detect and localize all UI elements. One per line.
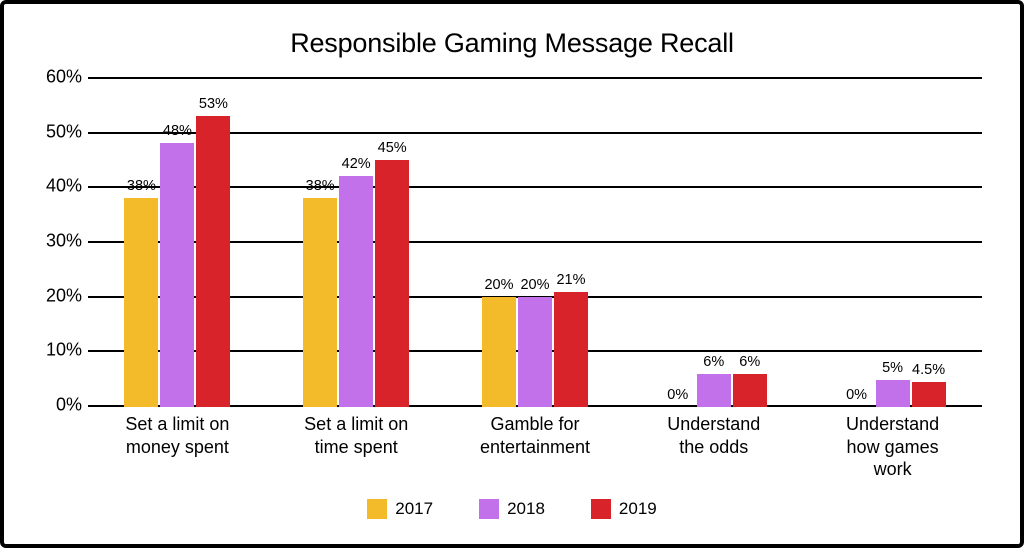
y-tick-label: 40% (34, 176, 82, 197)
bar-group: 0%6%6% (624, 77, 803, 407)
bar: 53% (196, 116, 230, 408)
bar-value-label: 53% (199, 96, 228, 112)
bar: 48% (160, 143, 194, 407)
bar: 5% (876, 380, 910, 408)
bar-value-label: 42% (342, 156, 371, 172)
bar: 38% (303, 198, 337, 407)
bar-value-label: 6% (703, 354, 724, 370)
bar-group: 38%48%53% (88, 77, 267, 407)
bars: 20%20%21% (446, 77, 625, 407)
legend-label: 2018 (507, 499, 545, 519)
bar-value-label: 48% (163, 123, 192, 139)
legend-swatch (367, 499, 387, 519)
bar-value-label: 45% (378, 140, 407, 156)
bars: 0%5%4.5% (803, 77, 982, 407)
bar-value-label: 38% (306, 178, 335, 194)
y-tick-label: 20% (34, 285, 82, 306)
legend-item: 2017 (367, 499, 433, 519)
bars: 38%48%53% (88, 77, 267, 407)
bar-group: 38%42%45% (267, 77, 446, 407)
bar: 20% (482, 297, 516, 407)
bar-group: 0%5%4.5% (803, 77, 982, 407)
category-label: Set a limit ontime spent (267, 413, 446, 481)
legend-label: 2017 (395, 499, 433, 519)
chart-plot-area: 0%10%20%30%40%50%60% 38%48%53%38%42%45%2… (88, 77, 982, 407)
chart-title: Responsible Gaming Message Recall (34, 28, 990, 59)
bar: 6% (733, 374, 767, 407)
bar-value-label: 4.5% (912, 362, 945, 378)
bar-group: 20%20%21% (446, 77, 625, 407)
y-tick-label: 10% (34, 340, 82, 361)
category-labels: Set a limit onmoney spentSet a limit ont… (88, 413, 982, 481)
legend-swatch (479, 499, 499, 519)
bar: 45% (375, 160, 409, 408)
chart-frame: Responsible Gaming Message Recall 0% 10% 2… (0, 0, 1024, 548)
legend-item: 2019 (591, 499, 657, 519)
bar-value-label: 6% (739, 354, 760, 370)
bar: 38% (124, 198, 158, 407)
bar: 6% (697, 374, 731, 407)
legend-label: 2019 (619, 499, 657, 519)
bar: 4.5% (912, 382, 946, 407)
category-label: Gamble forentertainment (446, 413, 625, 481)
bar: 20% (518, 297, 552, 407)
y-tick-label: 0% (34, 395, 82, 416)
bar-value-label: 20% (484, 277, 513, 293)
legend-swatch (591, 499, 611, 519)
legend-item: 2018 (479, 499, 545, 519)
bar-value-label: 20% (520, 277, 549, 293)
bar-value-label: 21% (556, 272, 585, 288)
y-tick-label: 50% (34, 121, 82, 142)
legend: 2017 2018 2019 (34, 499, 990, 519)
bars: 0%6%6% (624, 77, 803, 407)
bar-groups: 38%48%53%38%42%45%20%20%21%0%6%6%0%5%4.5… (88, 77, 982, 407)
category-label: Understandhow gameswork (803, 413, 982, 481)
y-tick-label: 60% (34, 67, 82, 88)
bars: 38%42%45% (267, 77, 446, 407)
bar-value-label: 0% (667, 387, 688, 403)
bar: 42% (339, 176, 373, 407)
bar-value-label: 0% (846, 387, 867, 403)
bar-value-label: 38% (127, 178, 156, 194)
y-tick-label: 30% (34, 231, 82, 252)
category-label: Set a limit onmoney spent (88, 413, 267, 481)
bar: 21% (554, 292, 588, 408)
category-label: Understandthe odds (624, 413, 803, 481)
bar-value-label: 5% (882, 360, 903, 376)
